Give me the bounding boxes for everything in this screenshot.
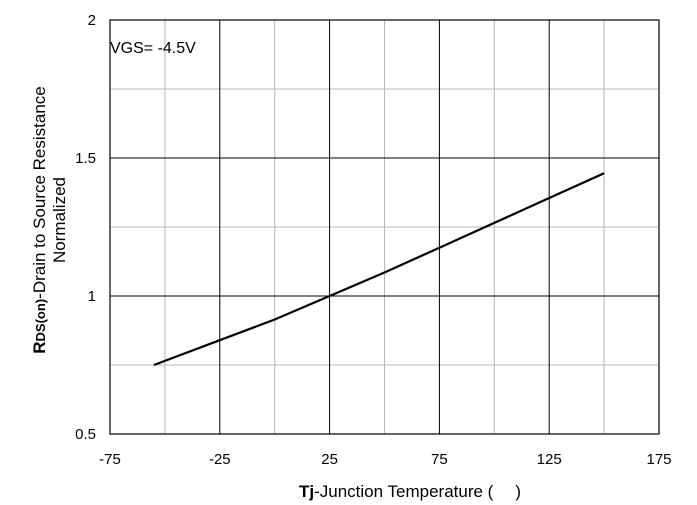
x-tick-label: 75 [431,451,448,468]
x-axis-ticks: -75 -25 25 75 125 175 [99,451,671,468]
minor-gridlines [110,20,659,434]
plot-area-frame [109,19,660,435]
x-axis-title: Tj-Junction Temperature () [299,482,521,501]
y-tick-label: 1.5 [75,150,96,167]
major-gridlines [110,20,659,434]
y-tick-label: 2 [88,12,96,29]
x-axis-title-close: ) [515,482,521,501]
x-axis-title-text: -Junction Temperature ( [314,482,494,501]
y-axis-title-subscript: DS(on) [33,299,48,342]
x-tick-label: 25 [321,451,338,468]
y-axis-title: RDS(on)-Drain to Source Resistance Norma… [30,86,69,353]
x-tick-label: -25 [209,451,231,468]
condition-annotation: VGS= -4.5V [110,40,196,57]
y-tick-label: 0.5 [75,426,96,443]
y-axis-title-bold: R [30,341,49,353]
y-axis-title-rest: -Drain to Source Resistance [30,86,49,299]
x-tick-label: 125 [537,451,562,468]
y-axis-title-line2: Normalized [50,177,69,263]
y-axis-ticks: 0.5 1 1.5 2 [75,12,96,443]
x-tick-label: -75 [99,451,121,468]
x-tick-label: 175 [646,451,671,468]
series-layer [153,172,605,367]
y-tick-label: 1 [88,288,96,305]
x-axis-title-bold: Tj [299,482,314,501]
y-axis-title-line1: RDS(on)-Drain to Source Resistance [30,86,49,353]
series-line [153,172,605,367]
